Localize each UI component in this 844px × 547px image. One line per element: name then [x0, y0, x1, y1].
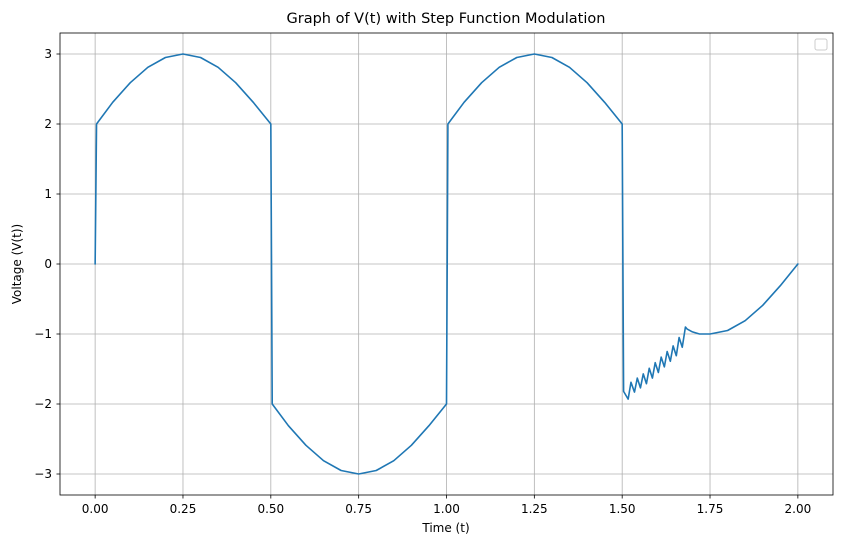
x-tick-label: 1.50 — [609, 502, 636, 516]
y-tick-label: −2 — [34, 397, 52, 411]
y-tick-label: 2 — [44, 117, 52, 131]
y-tick-label: −3 — [34, 467, 52, 481]
x-tick-label: 1.75 — [697, 502, 724, 516]
ticks: 0.00 0.25 0.50 0.75 1.00 1.25 1.50 1.75 2.00 −3 −2… — [34, 47, 811, 516]
y-tick-label: 3 — [44, 47, 52, 61]
x-tick-label: 0.25 — [170, 502, 197, 516]
x-tick-label: 0.00 — [82, 502, 109, 516]
y-tick-label: 0 — [44, 257, 52, 271]
x-tick-label: 0.50 — [257, 502, 284, 516]
plot-border — [59, 32, 834, 496]
series-line-0 — [94, 53, 799, 475]
x-tick-label: 2.00 — [785, 502, 812, 516]
x-tick-label: 1.25 — [521, 502, 548, 516]
y-axis-label: Voltage (V(t)) — [10, 224, 24, 304]
series-layer — [94, 53, 799, 475]
x-tick-label: 1.00 — [433, 502, 460, 516]
legend — [814, 38, 828, 51]
y-tick-label: 1 — [44, 187, 52, 201]
y-tick-label: −1 — [34, 327, 52, 341]
x-axis-label: Time (t) — [421, 521, 469, 535]
x-tick-label: 0.75 — [345, 502, 372, 516]
chart-title: Graph of V(t) with Step Function Modulat… — [287, 11, 606, 27]
